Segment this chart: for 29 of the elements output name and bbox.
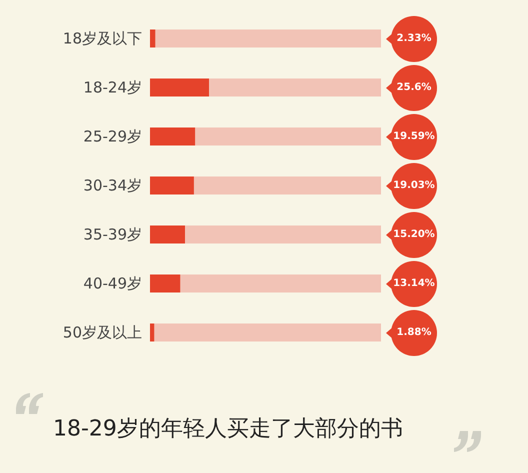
bar [194, 176, 381, 194]
bar [150, 274, 180, 292]
y-tick-label: 18岁及以下 [62, 30, 142, 48]
bar [155, 30, 381, 48]
bar [209, 78, 381, 96]
bar [150, 128, 196, 146]
bar [180, 274, 381, 292]
y-tick-label: 50岁及以上 [62, 324, 142, 342]
data-label: 2.33% [396, 33, 432, 44]
bar [195, 128, 381, 146]
data-label: 1.88% [396, 327, 432, 338]
y-tick-label: 35-39岁 [83, 226, 142, 244]
y-tick-label: 40-49岁 [83, 274, 142, 292]
bar [150, 78, 210, 96]
data-label: 13.14% [393, 278, 435, 289]
data-label: 19.59% [393, 131, 435, 142]
bar [150, 226, 186, 244]
data-label: 15.20% [393, 229, 435, 240]
bar [150, 176, 194, 194]
bar [185, 226, 381, 244]
bar [150, 324, 154, 342]
y-tick-label: 30-34岁 [83, 176, 142, 194]
data-label: 25.6% [396, 82, 432, 93]
bar [154, 324, 381, 342]
y-tick-label: 18-24岁 [83, 78, 142, 96]
data-label: 19.03% [393, 180, 435, 191]
text: 18-29岁的年轻人买走了大部分的书 [53, 416, 403, 442]
y-tick-label: 25-29岁 [83, 128, 142, 146]
bar [150, 30, 156, 48]
